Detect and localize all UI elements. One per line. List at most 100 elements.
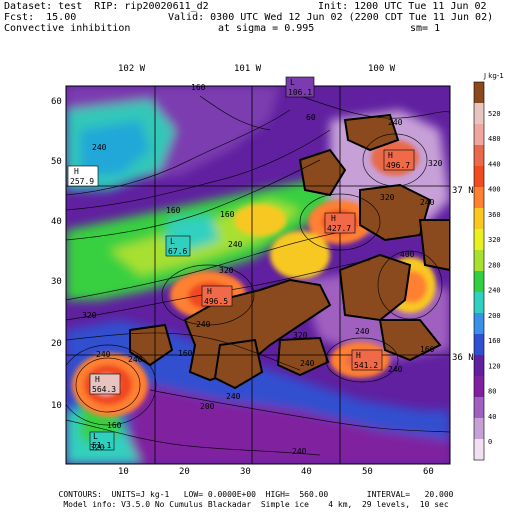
high-marker: H 541.2 xyxy=(351,349,383,371)
lon-label-100w: 100 W xyxy=(368,64,396,74)
dataset-label: Dataset: test RIP: rip20020611_d2 xyxy=(4,1,209,12)
low-marker-kind: L xyxy=(93,432,98,441)
contour-label: 240 xyxy=(128,355,143,364)
colorbar-swatch xyxy=(474,187,484,209)
x-tick-labels: 10 20 30 40 50 60 xyxy=(118,467,434,477)
cin-field xyxy=(66,86,450,464)
x-tick: 50 xyxy=(362,467,373,477)
contour-label: 320 xyxy=(90,443,105,452)
colorbar-label: 80 xyxy=(488,388,496,396)
contour-label: 240 xyxy=(300,359,315,368)
contour-info-footer: CONTOURS: UNITS=J kg-1 LOW= 0.0000E+00 H… xyxy=(58,490,454,499)
colorbar-label: 520 xyxy=(488,110,501,118)
colorbar-swatch xyxy=(474,418,484,440)
x-tick: 60 xyxy=(423,467,434,477)
contour-label: 240 xyxy=(92,143,107,152)
contour-label: 160 xyxy=(191,83,206,92)
high-marker-kind: H xyxy=(388,151,393,160)
smoothing-label: sm= 1 xyxy=(410,23,441,34)
contour-label: 240 xyxy=(292,447,307,456)
colorbar-label: 400 xyxy=(488,186,501,194)
high-marker: H 496.5 xyxy=(201,285,233,307)
high-marker-kind: H xyxy=(95,375,100,384)
colorbar-label: 320 xyxy=(488,236,501,244)
contour-label: 240 xyxy=(355,327,370,336)
high-marker-value: 496.5 xyxy=(204,297,228,306)
high-marker: H 496.7 xyxy=(383,149,415,171)
high-marker-value: 564.3 xyxy=(92,385,116,394)
high-marker: H 564.3 xyxy=(89,373,121,395)
contour-label: 240 xyxy=(226,392,241,401)
colorbar-swatch xyxy=(474,208,484,230)
y-tick-labels: 60 50 40 30 20 10 xyxy=(51,97,62,411)
lat-label-36n: 36 N xyxy=(452,353,474,363)
valid-time-label: Valid: 0300 UTC Wed 12 Jun 02 (2200 CDT … xyxy=(168,12,494,23)
colorbar-swatch xyxy=(474,313,484,335)
field-name-label: Convective inhibition xyxy=(4,23,131,34)
contour-label: 160 xyxy=(420,345,435,354)
high-marker-value: 496.7 xyxy=(386,161,410,170)
x-tick: 40 xyxy=(301,467,312,477)
colorbar-label: 0 xyxy=(488,438,492,446)
contour-label: 320 xyxy=(293,331,308,340)
high-marker-value: 541.2 xyxy=(354,361,378,370)
colorbar-swatch xyxy=(474,334,484,356)
contour-label: 240 xyxy=(388,365,403,374)
colorbar-swatch xyxy=(474,229,484,251)
colorbar-swatch xyxy=(474,145,484,167)
colorbar-label: 360 xyxy=(488,211,501,219)
high-marker-kind: H xyxy=(207,287,212,296)
forecast-label: Fcst: 15.00 xyxy=(4,12,77,23)
x-tick: 30 xyxy=(240,467,251,477)
high-marker: H 427.7 xyxy=(324,212,356,234)
low-marker-value: 67.6 xyxy=(168,247,187,256)
colorbar-swatch xyxy=(474,166,484,188)
colorbar-swatch xyxy=(474,271,484,293)
contour-label: 160 xyxy=(178,349,193,358)
colorbar-swatch xyxy=(474,397,484,419)
init-label: Init: 1200 UTC Tue 11 Jun 02 xyxy=(318,1,487,12)
low-marker-kind: L xyxy=(290,78,295,87)
sigma-label: at sigma = 0.995 xyxy=(218,23,315,34)
contour-label: 320 xyxy=(380,193,395,202)
contour-label: 160 xyxy=(107,421,122,430)
y-tick: 30 xyxy=(51,277,62,287)
colorbar-swatch xyxy=(474,439,484,461)
colorbar-swatch xyxy=(474,250,484,272)
lon-label-101w: 101 W xyxy=(234,64,262,74)
contour-labels: 160 240 60 240 320 240 160 240 320 320 3… xyxy=(82,83,443,456)
colorbar-label: 440 xyxy=(488,160,501,168)
colorbar-swatch xyxy=(474,376,484,398)
colorbar-label: 480 xyxy=(488,135,501,143)
colorbar-unit-label: J kg-1 xyxy=(483,72,504,80)
colorbar-label: 200 xyxy=(488,312,501,320)
low-marker: L 106.1 xyxy=(285,76,315,98)
colorbar-swatch xyxy=(474,103,484,125)
colorbar-swatch xyxy=(474,82,484,104)
colorbar-frame xyxy=(473,81,485,461)
low-marker: L 67.6 xyxy=(165,235,191,257)
contour-label: 320 xyxy=(428,159,443,168)
contour-label: 320 xyxy=(219,266,234,275)
colorbar-swatch xyxy=(474,355,484,377)
contour-label: 240 xyxy=(228,240,243,249)
lon-label-102w: 102 W xyxy=(118,64,146,74)
plot-frame xyxy=(65,85,451,465)
feature-markers: H 257.9 H 427.7 H 496.7 H 496.5 H 564.3 … xyxy=(67,76,415,451)
high-marker-value: 257.9 xyxy=(70,177,94,186)
low-marker-value: 106.1 xyxy=(288,88,312,97)
colorbar-swatch xyxy=(474,292,484,314)
colorbar-label: 240 xyxy=(488,287,501,295)
lat-label-37n: 37 N xyxy=(452,186,474,196)
y-tick: 20 xyxy=(51,339,62,349)
y-tick: 50 xyxy=(51,157,62,167)
high-marker-kind: H xyxy=(331,214,336,223)
y-tick: 10 xyxy=(51,401,62,411)
contour-label: 320 xyxy=(82,311,97,320)
contour-label: 240 xyxy=(96,350,111,359)
colorbar-label: 280 xyxy=(488,261,501,269)
low-marker-value: 51.1 xyxy=(92,441,111,450)
contour-label: 60 xyxy=(306,113,316,122)
